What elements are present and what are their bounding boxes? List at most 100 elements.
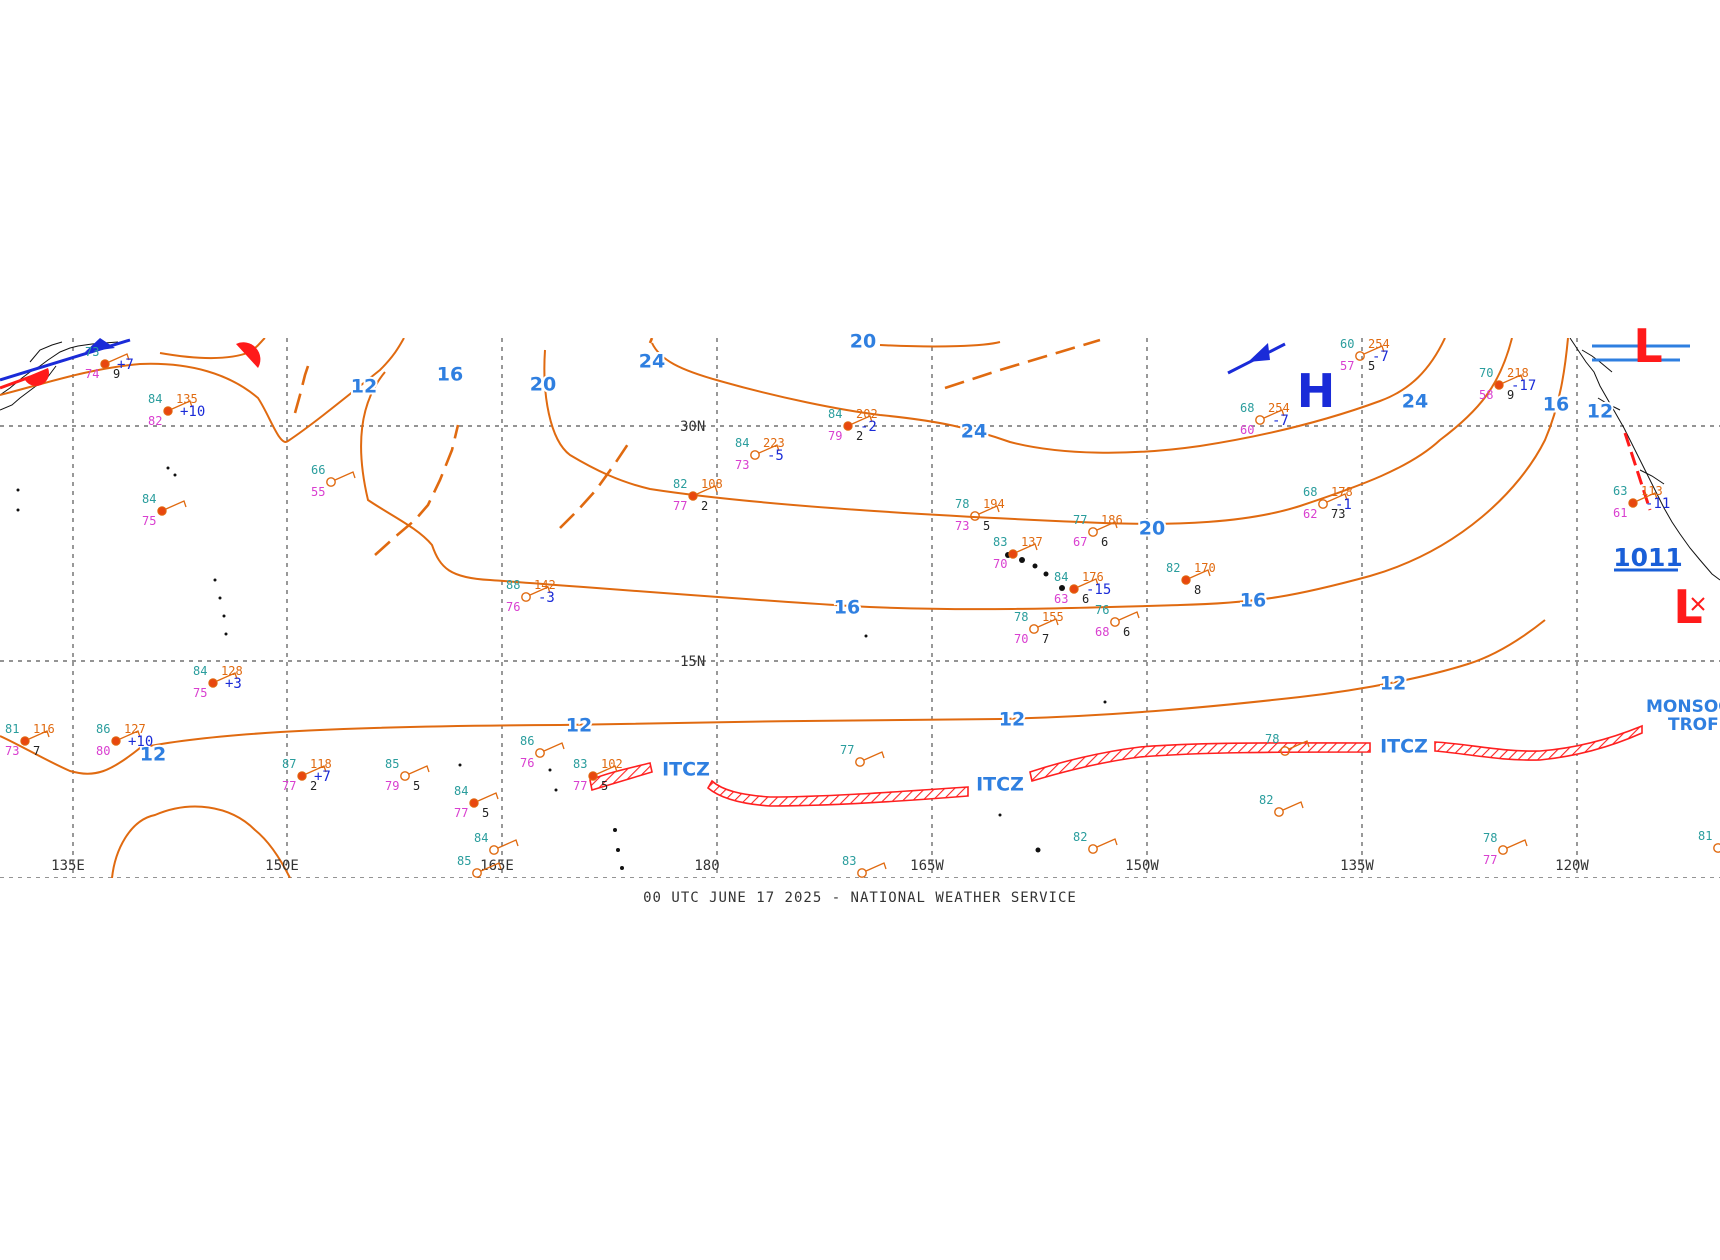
wind-barb-icon [408, 765, 430, 775]
station-circle-icon [750, 450, 760, 460]
itcz-bands [589, 724, 1643, 807]
station-circle-icon [1088, 844, 1098, 854]
station-circle-icon [1274, 807, 1284, 817]
station-visibility: 5 [482, 806, 489, 820]
isopleth-label: 12 [140, 744, 166, 766]
isopleth-label: 24 [961, 421, 987, 443]
isopleth-label: 16 [834, 597, 860, 619]
station-visibility: 73 [1331, 507, 1345, 521]
station-pressure: 102 [601, 757, 623, 771]
station-temperature: 84 [193, 664, 207, 678]
lon-label-165e: 165E [480, 858, 514, 874]
station-circle-icon [1628, 498, 1638, 508]
wind-barb-icon [1363, 345, 1385, 355]
station-pressure-tendency: -17 [1511, 378, 1536, 394]
station-plot: 77 67 186 6 [1073, 513, 1123, 549]
station-pressure-tendency: -1 [1335, 497, 1352, 513]
station-pressure: 202 [856, 407, 878, 421]
station-temperature: 68 [1303, 485, 1317, 499]
station-circle-icon [1280, 746, 1290, 756]
station-circle-icon [1029, 624, 1039, 634]
wind-barb-icon [1263, 409, 1285, 419]
station-temperature: 81 [5, 722, 19, 736]
wind-barb-icon [305, 765, 327, 775]
station-pressure-tendency: -11 [1645, 496, 1670, 512]
station-visibility: 9 [113, 367, 120, 381]
wind-barb-icon [1077, 578, 1099, 588]
station-plot: 78 [1265, 732, 1310, 756]
wind-barb-icon [696, 485, 718, 495]
wind-barb-icon [119, 730, 141, 740]
station-pressure: 118 [310, 757, 332, 771]
station-circle-icon [1318, 499, 1328, 509]
station-pressure-tendency: -7 [1272, 413, 1289, 429]
station-pressure-tendency: -3 [538, 590, 555, 606]
coastlines [0, 338, 1720, 870]
station-plot: 87 77 118 2+7 [282, 757, 332, 793]
station-dewpoint: 77 [673, 499, 687, 513]
wind-barb-icon [529, 586, 551, 596]
station-circle-icon [1088, 527, 1098, 537]
station-pressure-tendency: -2 [860, 419, 877, 435]
station-dewpoint: 77 [1483, 853, 1497, 867]
wind-barb-icon [1016, 543, 1038, 553]
station-dewpoint: 63 [1054, 592, 1068, 606]
station-pressure-tendency: +3 [225, 676, 242, 692]
station-temperature: 84 [148, 392, 162, 406]
wind-barb-icon [171, 400, 193, 410]
station-dewpoint: 79 [828, 429, 842, 443]
station-plot: 83 77 102 5 [573, 757, 623, 793]
station-pressure: 135 [176, 392, 198, 406]
pressure-centers: H L L 1011 [1297, 319, 1705, 634]
station-circle-icon [111, 736, 121, 746]
isopleth-label: 20 [530, 374, 556, 396]
itcz-label: ITCZ [662, 759, 710, 781]
station-circle-icon [472, 868, 482, 878]
station-circle-icon [688, 491, 698, 501]
station-pressure-tendency: +7 [314, 769, 331, 785]
station-dewpoint: 75 [142, 514, 156, 528]
station-circle-icon [100, 359, 110, 369]
wind-barb-icon [863, 751, 885, 761]
station-pressure: 113 [1641, 484, 1663, 498]
station-plot: 82 77 108 2 [673, 477, 723, 513]
station-plot: 86 76 [520, 734, 565, 770]
svg-text:TROF: TROF [1668, 715, 1719, 735]
station-circle-icon [400, 771, 410, 781]
isopleth-label: 20 [850, 331, 876, 353]
front-symbols [0, 338, 1690, 572]
station-dewpoint: 77 [573, 779, 587, 793]
wind-barb-icon [108, 353, 130, 363]
station-dewpoint: 55 [311, 485, 325, 499]
station-pressure: 218 [1507, 366, 1529, 380]
station-temperature: 77 [840, 743, 854, 757]
lon-label-120w: 120W [1555, 858, 1589, 874]
station-temperature: 88 [506, 578, 520, 592]
station-temperature: 68 [1240, 401, 1254, 415]
station-circle-icon [489, 845, 499, 855]
station-circle-icon [20, 736, 30, 746]
lat-label-15n: 15N [680, 654, 705, 670]
isopleth-label: 12 [566, 715, 592, 737]
isopleth-label: 24 [639, 351, 665, 373]
wind-barb-icon [497, 839, 519, 849]
station-visibility: 7 [1042, 632, 1049, 646]
station-plot: 82 [1259, 793, 1304, 817]
station-pressure-tendency: +10 [128, 734, 153, 750]
isopleths [0, 338, 1569, 878]
station-temperature: 87 [282, 757, 296, 771]
station-circle-icon [857, 868, 867, 878]
wind-barb-icon [1096, 838, 1118, 848]
lat-label-30n: 30N [680, 419, 705, 435]
station-circle-icon [1255, 415, 1265, 425]
station-pressure: 108 [701, 477, 723, 491]
station-visibility: 2 [310, 779, 317, 793]
wind-barb-icon [1288, 740, 1310, 750]
station-pressure: 170 [1194, 561, 1216, 575]
wind-barb-icon [596, 765, 618, 775]
station-dewpoint: 62 [1303, 507, 1317, 521]
station-plot: 84 [474, 831, 519, 855]
station-plot: 88 76 142-3 [506, 578, 556, 614]
